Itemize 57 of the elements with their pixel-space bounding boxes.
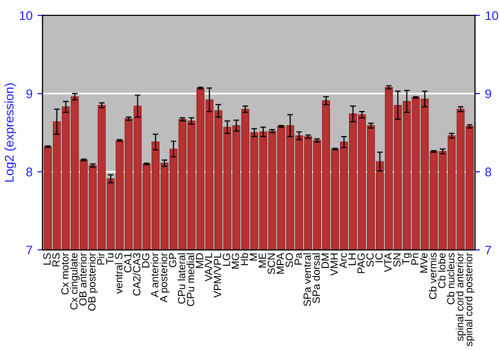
x-tick-label: VTA — [384, 252, 392, 272]
x-tick-label: Cb vermis — [428, 253, 437, 300]
x-tick-label: Cx cingulate — [70, 253, 80, 310]
x-tick-label: LH — [348, 254, 356, 266]
x-tick-label: CA1 — [124, 253, 132, 272]
x-tick-label: RS — [52, 253, 60, 266]
x-tick-label: VA/VL — [204, 253, 212, 282]
y2-tick-label: 8 — [485, 168, 492, 176]
y-axis-title: Log2 (expression) — [4, 83, 16, 182]
x-tick-label: IC — [375, 253, 383, 262]
x-tick-label: Tg — [402, 253, 412, 265]
x-tick-label: LS — [43, 253, 51, 265]
x-tick-label: SN — [393, 254, 401, 267]
x-tick-label: CA2/CA3 — [132, 253, 140, 296]
x-tick-label: Hb — [240, 253, 248, 266]
y2-tick-label: 9 — [485, 89, 492, 98]
x-tick-label: SPa ventral — [303, 253, 311, 306]
x-tick-label: SPa dorsal — [312, 253, 320, 304]
y2-tick-label: 7 — [485, 246, 492, 254]
x-tick-label: SC — [366, 253, 374, 267]
x-tick-label: A posterior — [160, 252, 170, 302]
x-tick-label: Pir — [96, 252, 104, 265]
x-tick-label: PAG — [357, 253, 365, 274]
x-tick-label: M — [250, 254, 257, 260]
y-tick-label: 9 — [26, 89, 32, 98]
x-tick-label: MG — [232, 253, 240, 269]
y2-tick-label: 10 — [486, 11, 498, 20]
x-tick-label: MVe — [420, 253, 428, 273]
x-tick-label: SO — [286, 253, 293, 268]
x-tick-label: VMH — [330, 254, 338, 276]
y-tick-label: 8 — [26, 168, 32, 176]
y-tick-label: 10 — [20, 11, 32, 20]
x-tick-label: MD — [196, 253, 204, 268]
x-tick-label: A anterior — [150, 252, 158, 298]
x-tick-label: Cx motor — [61, 252, 69, 294]
x-tick-label: spinal cord posterior — [464, 252, 474, 346]
x-tick-label: Pa — [294, 252, 302, 265]
x-tick-label: Tu — [106, 253, 114, 264]
x-tick-label: Pn — [411, 253, 418, 265]
x-tick-label: DM — [322, 254, 329, 268]
x-tick-label: Cb nucleus — [446, 253, 454, 304]
x-tick-label: OB anterior — [78, 252, 87, 306]
x-tick-label: ventral S — [114, 253, 122, 294]
x-tick-label: SCN — [268, 254, 276, 274]
x-tick-label: GP — [168, 253, 176, 268]
x-tick-label: VPM/VPL — [214, 253, 222, 298]
x-tick-label: Arc — [340, 252, 347, 268]
x-tick-label: DG — [142, 253, 150, 268]
x-tick-label: ME — [258, 253, 266, 268]
x-tick-label: CPu lateral — [178, 253, 186, 304]
x-tick-label: CPu medial — [186, 253, 194, 306]
x-tick-label: spinal cord anterior — [456, 252, 466, 341]
y-tick-label: 7 — [26, 246, 32, 254]
x-tick-label: LG — [222, 253, 230, 266]
x-tick-label: Cb lobe — [438, 253, 446, 288]
x-tick-label: OB posterior — [88, 252, 98, 311]
x-tick-label: MPA — [276, 252, 284, 274]
